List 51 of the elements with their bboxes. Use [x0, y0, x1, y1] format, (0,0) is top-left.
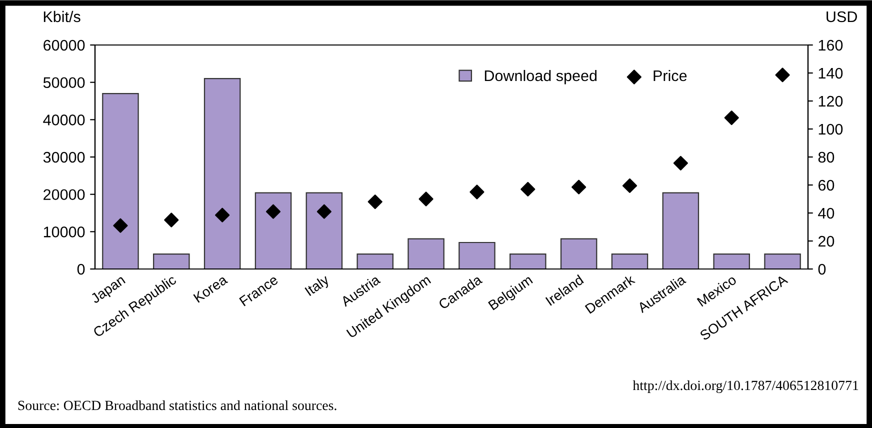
y-tick-label: 50000	[43, 77, 85, 88]
y2-tick-label: 0	[818, 264, 826, 275]
point	[572, 180, 586, 194]
bar	[204, 78, 241, 269]
bar	[408, 238, 444, 269]
y-tick-label: 10000	[44, 226, 85, 238]
y2-tick-label: 80	[818, 152, 834, 163]
point	[673, 156, 688, 170]
bar	[764, 254, 801, 269]
y2-tick-label: 100	[818, 124, 843, 135]
y-tick-label: 20000	[44, 189, 85, 200]
point	[113, 218, 128, 233]
text: http://dx.doi.org/10.1787/406512810771	[632, 380, 858, 393]
point	[775, 68, 790, 82]
bar	[153, 254, 190, 269]
bar	[560, 238, 598, 269]
point	[520, 182, 536, 196]
legend-label: Price	[654, 70, 687, 82]
y-tick-label: 30000	[43, 152, 85, 163]
y2-tick-label: 160	[818, 40, 843, 51]
point	[316, 204, 332, 219]
bar	[356, 254, 394, 269]
bar	[611, 254, 648, 269]
point	[724, 110, 739, 126]
bar	[254, 192, 292, 269]
bar	[102, 92, 139, 269]
y-tick-label: 40000	[43, 114, 85, 126]
point	[368, 194, 382, 210]
bar	[510, 254, 546, 269]
point	[622, 178, 638, 193]
point	[418, 192, 434, 206]
y-tick-label: 0	[77, 264, 85, 275]
y-axis-title: Kbit/s	[44, 10, 80, 22]
y2-tick-label: 120	[818, 96, 843, 107]
point	[266, 204, 281, 219]
y-tick-label: 60000	[44, 40, 85, 51]
y2-tick-label: 20	[818, 236, 834, 247]
bar	[713, 254, 750, 269]
x-tick-label: Italy	[304, 274, 332, 298]
point	[470, 184, 484, 200]
bar	[662, 192, 700, 269]
point	[164, 212, 179, 228]
y2-axis-title: USD	[826, 11, 857, 22]
y2-tick-label: 140	[818, 68, 843, 79]
legend-label: Download speed	[484, 70, 597, 84]
source-note: Source: OECD Broadband statistics and national sources.	[18, 400, 336, 410]
y2-tick-label: 60	[818, 180, 834, 191]
y2-tick-label: 40	[818, 208, 834, 219]
point	[215, 208, 230, 222]
bar	[458, 242, 496, 269]
bar	[306, 192, 343, 269]
